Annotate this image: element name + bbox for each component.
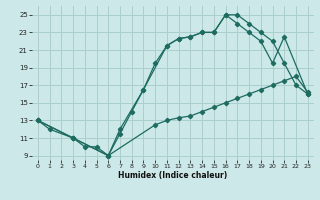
X-axis label: Humidex (Indice chaleur): Humidex (Indice chaleur) bbox=[118, 171, 228, 180]
